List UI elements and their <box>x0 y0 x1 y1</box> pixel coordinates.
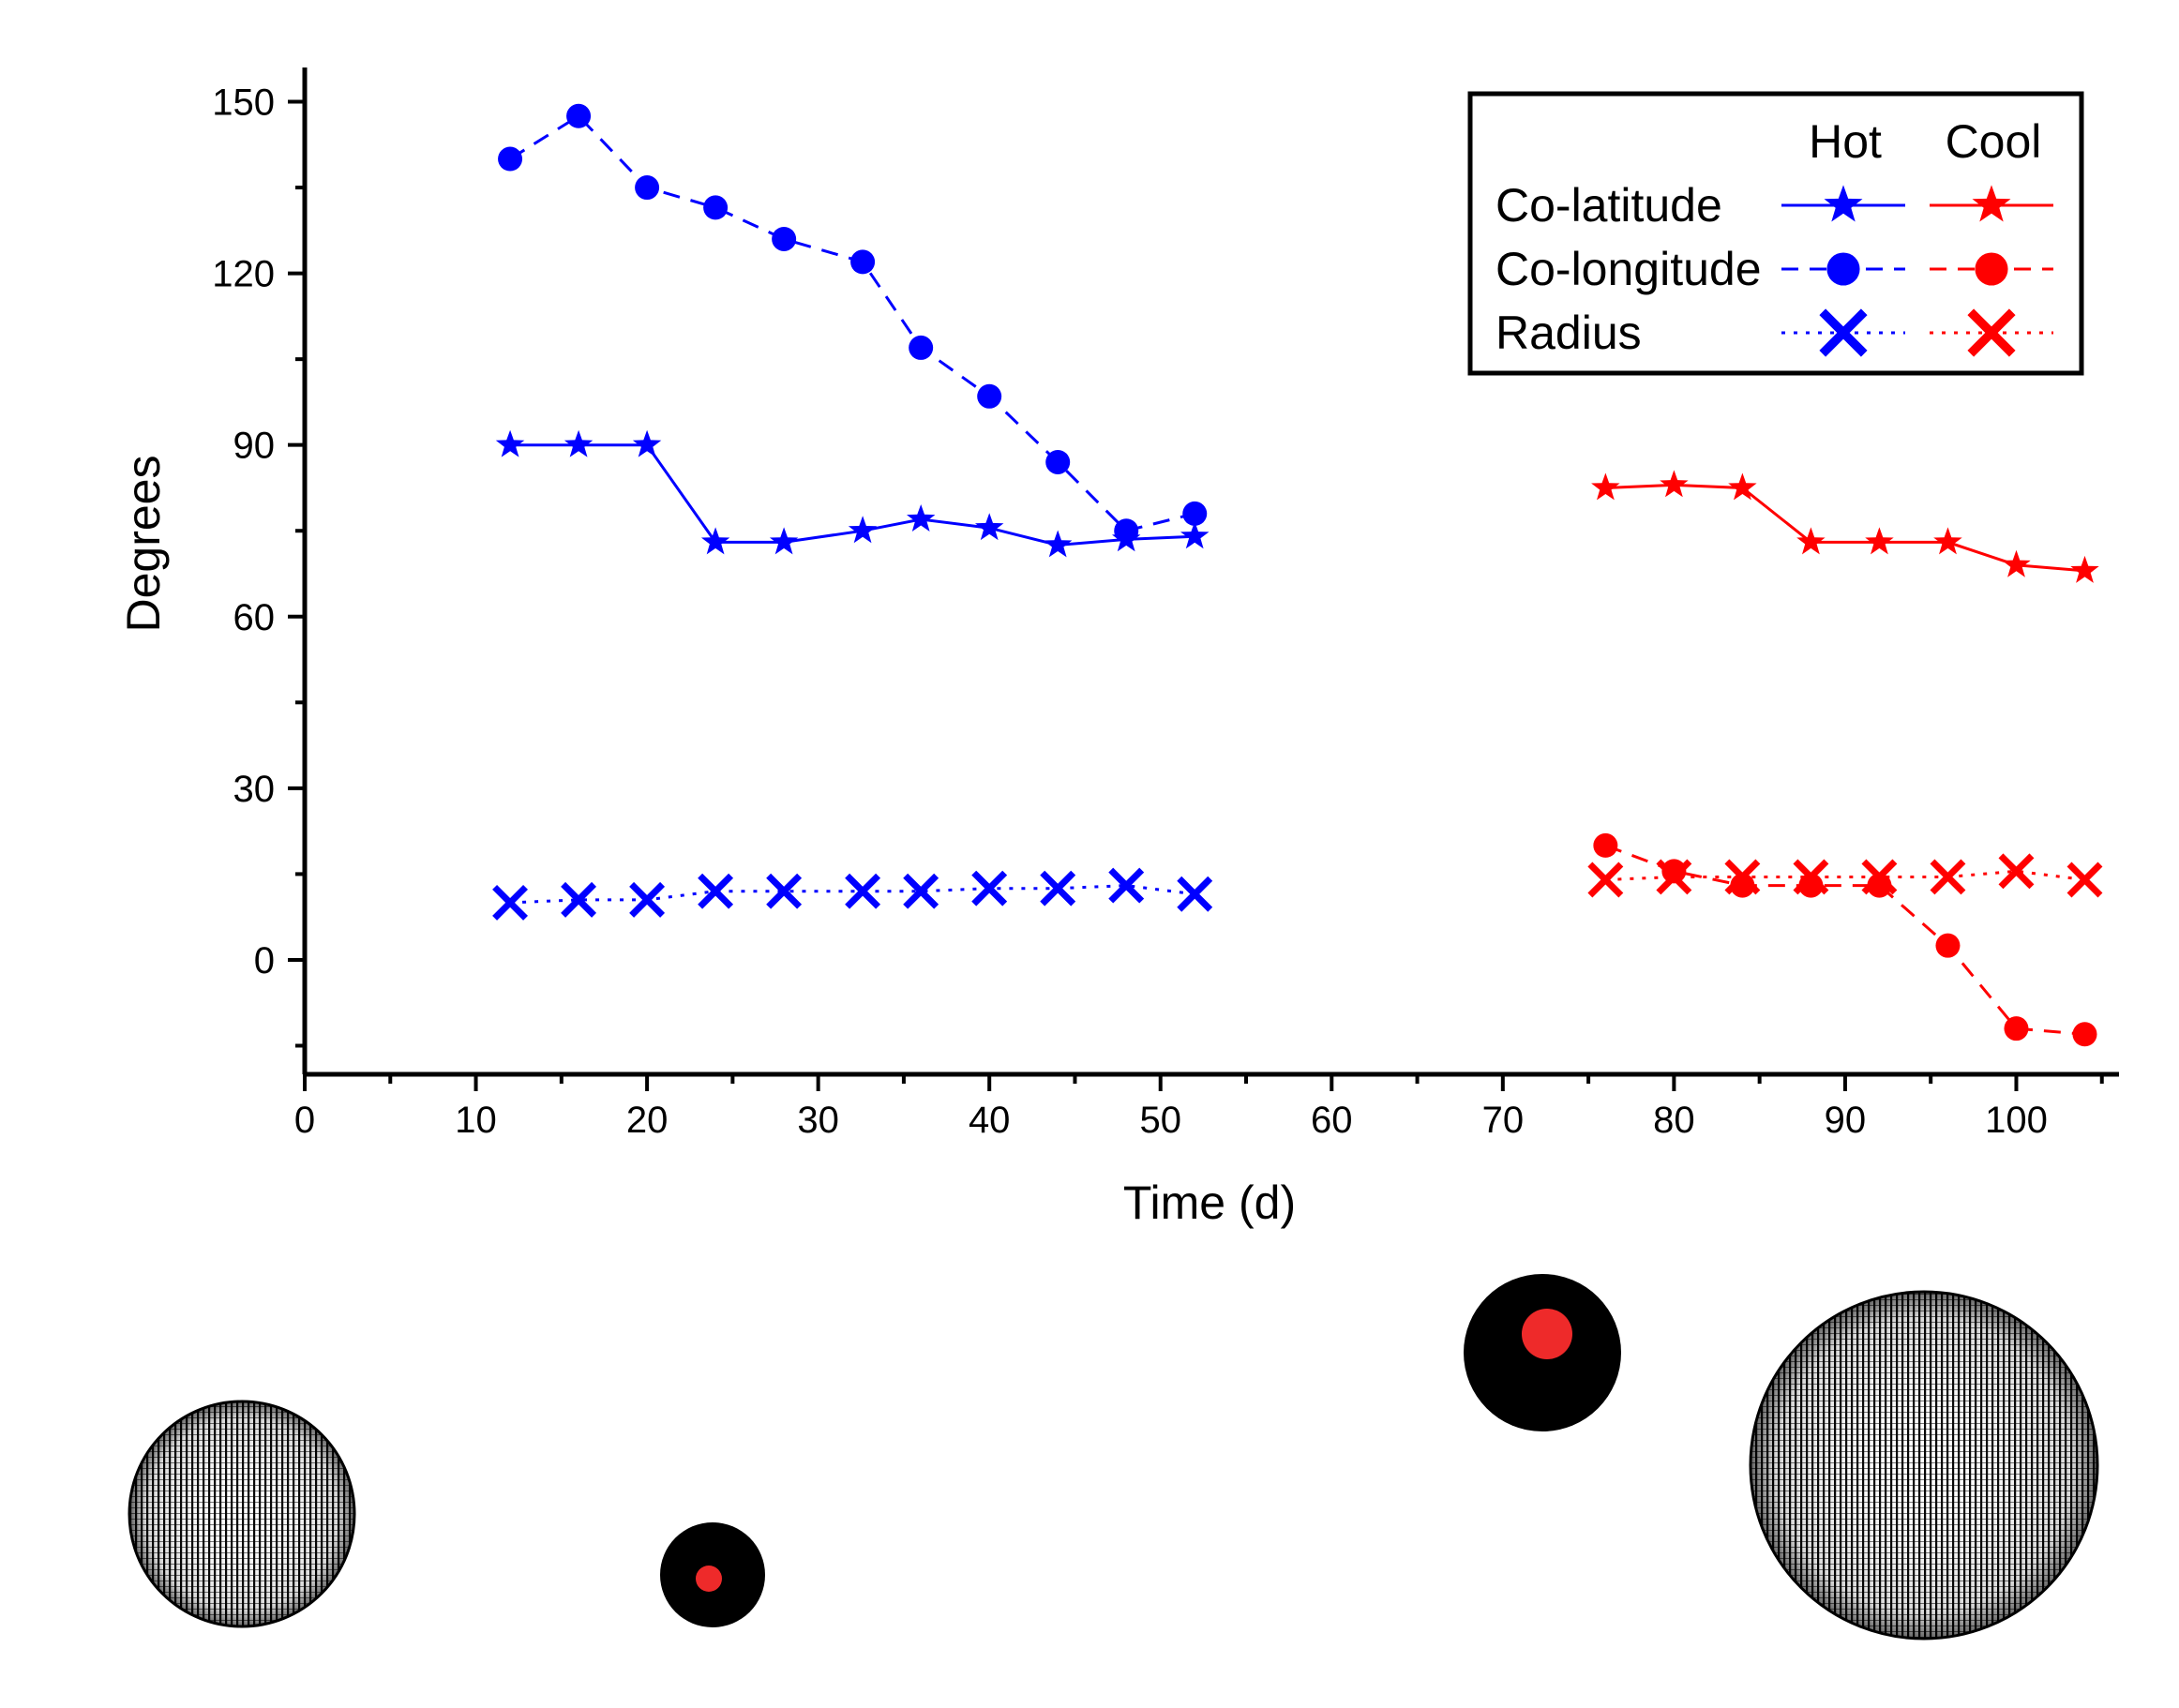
y-tick-label: 0 <box>254 940 275 981</box>
data-point <box>1865 527 1894 555</box>
legend-samples <box>1781 185 2053 357</box>
data-point <box>1930 859 1966 895</box>
data-point <box>848 516 878 544</box>
data-point <box>907 504 936 532</box>
series-hot-radius <box>492 867 1213 921</box>
data-point <box>632 429 662 457</box>
legend-sample-marker <box>1819 308 1868 357</box>
data-point <box>1587 861 1624 898</box>
data-point <box>629 881 666 918</box>
y-tick-label: 60 <box>233 597 276 638</box>
x-tick-label: 0 <box>294 1100 315 1141</box>
data-point <box>1998 853 2035 890</box>
x-tick-label: 20 <box>626 1100 669 1141</box>
x-tick-label: 80 <box>1653 1100 1695 1141</box>
x-tick-label: 50 <box>1139 1100 1181 1141</box>
data-point <box>2066 861 2103 898</box>
data-point <box>975 513 1004 541</box>
data-point <box>635 175 660 201</box>
x-tick-label: 10 <box>455 1100 497 1141</box>
x-tick-label: 30 <box>797 1100 839 1141</box>
series-hot-co-latitude <box>495 429 1210 558</box>
series-line <box>509 113 1195 532</box>
y-tick-label: 90 <box>233 426 276 467</box>
plot-area: 0 10 20 30 40 50 60 70 80 90 100 0 30 60 90 120 150 <box>212 67 2119 1141</box>
x-tick-label: 100 <box>1985 1100 2048 1141</box>
data-point <box>698 873 734 909</box>
legend-sample-marker <box>1975 252 2008 286</box>
data-point <box>1177 876 1213 912</box>
data-point <box>2004 1016 2029 1041</box>
data-point <box>1935 933 1961 958</box>
legend-label-co-latitude: Co-latitude <box>1495 179 1722 232</box>
data-point <box>1593 832 1618 858</box>
sphere-mesh-large <box>1749 1290 2099 1641</box>
data-point <box>850 249 876 275</box>
legend-label-radius: Radius <box>1495 307 1642 359</box>
series-cool-radius <box>1587 853 2103 898</box>
data-point <box>1040 870 1076 906</box>
data-point <box>703 195 729 220</box>
data-point <box>1044 530 1073 558</box>
y-tick-label: 30 <box>233 769 276 810</box>
data-point <box>1182 501 1208 526</box>
sphere-dark-spot-large <box>1464 1274 1621 1431</box>
data-point <box>2070 555 2099 583</box>
data-point <box>1793 859 1829 895</box>
data-point <box>700 527 730 555</box>
data-point <box>909 335 934 360</box>
data-point <box>903 873 939 909</box>
data-point <box>2002 549 2031 577</box>
legend-label-co-longitude: Co-longitude <box>1495 243 1762 295</box>
data-point <box>1180 521 1210 549</box>
data-point <box>1660 470 1689 498</box>
data-point <box>1796 527 1826 555</box>
data-point <box>566 103 592 128</box>
data-point <box>495 429 525 457</box>
x-tick-label: 60 <box>1311 1100 1353 1141</box>
sphere-mesh-small <box>128 1400 356 1628</box>
data-point <box>971 870 1008 906</box>
legend: Hot Cool Co-latitude Co-longitude Radius <box>1467 91 2084 376</box>
legend-sample-marker <box>1967 308 2016 357</box>
data-point <box>977 383 1002 409</box>
data-point <box>1591 472 1620 501</box>
data-point <box>492 884 529 921</box>
data-point <box>1724 859 1761 895</box>
legend-header-hot: Hot <box>1809 115 1882 168</box>
data-point <box>1861 859 1898 895</box>
legend-header-cool: Cool <box>1946 115 2042 168</box>
data-point <box>2072 1022 2097 1047</box>
legend-sample-marker <box>1826 252 1860 286</box>
data-point <box>766 873 803 909</box>
data-point <box>561 881 597 918</box>
data-point <box>564 429 594 457</box>
x-axis-title: Time (d) <box>1123 1176 1296 1229</box>
data-point <box>1933 527 1962 555</box>
sphere-illustrations <box>128 1274 2099 1641</box>
data-point <box>1045 449 1071 474</box>
data-point <box>498 146 523 172</box>
data-point <box>772 226 797 251</box>
data-point <box>1114 518 1139 544</box>
data-point <box>769 527 799 555</box>
x-tick-label: 70 <box>1482 1100 1525 1141</box>
y-axis-title: Degrees <box>117 456 170 633</box>
series-hot-co-longitude <box>498 103 1208 544</box>
y-tick-label: 120 <box>212 254 275 295</box>
legend-sample-marker <box>1824 185 1863 222</box>
y-tick-label: 150 <box>212 82 275 124</box>
data-point <box>1656 859 1692 895</box>
sphere-dark-spot-small <box>660 1522 765 1627</box>
data-point <box>1108 867 1145 904</box>
x-tick-label: 90 <box>1825 1100 1867 1141</box>
legend-sample-marker <box>1972 185 2011 222</box>
data-point <box>845 873 881 909</box>
data-point <box>1728 472 1757 501</box>
x-tick-label: 40 <box>969 1100 1011 1141</box>
series-cool-co-latitude <box>1591 470 2099 583</box>
series-line <box>1605 483 2085 573</box>
